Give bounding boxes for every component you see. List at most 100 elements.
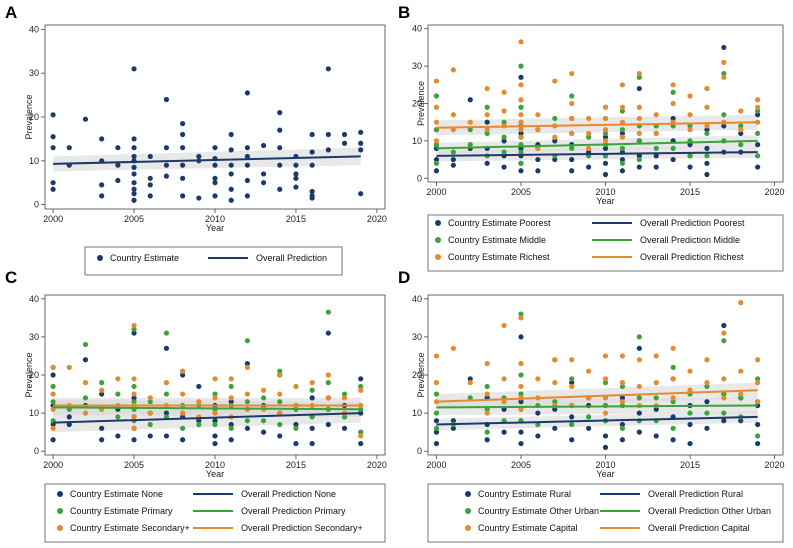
data-point — [552, 357, 558, 363]
data-point — [309, 188, 315, 195]
legend-marker-dot — [435, 220, 441, 226]
x-tick-label: 2005 — [511, 187, 531, 197]
y-tick-label: 20 — [29, 112, 39, 122]
data-point — [433, 160, 440, 166]
data-point — [687, 368, 693, 374]
legend-label: Country Estimate — [110, 253, 179, 263]
data-point — [450, 156, 456, 163]
data-point — [738, 368, 744, 374]
data-point — [738, 395, 744, 401]
data-point — [687, 112, 693, 118]
data-point — [99, 380, 105, 386]
data-point — [653, 380, 659, 386]
y-tick-label: 0 — [34, 446, 39, 456]
data-point — [501, 429, 507, 435]
legend-label: Overall Prediction Other Urban — [648, 506, 771, 516]
legend-marker-dot — [57, 508, 63, 514]
data-point — [569, 156, 575, 163]
data-point — [196, 399, 202, 405]
data-point — [212, 418, 218, 424]
data-point — [602, 134, 609, 140]
data-point — [180, 131, 186, 138]
data-point — [653, 406, 659, 412]
data-point — [309, 195, 315, 201]
data-point — [518, 372, 524, 378]
y-tick-label: 30 — [29, 332, 39, 342]
data-point — [585, 134, 592, 140]
data-point — [277, 410, 283, 416]
prediction-line — [53, 155, 361, 165]
data-point — [82, 357, 89, 363]
legend: Country Estimate Poorest Overall Predicti… — [427, 214, 784, 272]
data-point — [131, 145, 137, 151]
data-point — [704, 153, 710, 159]
data-point — [66, 421, 72, 428]
data-point — [569, 100, 575, 107]
y-axis-label: Prevalence — [24, 352, 34, 397]
data-point — [341, 425, 348, 431]
data-point — [244, 360, 250, 367]
data-point — [131, 383, 137, 390]
legend-label: Overall Prediction None — [241, 489, 336, 499]
data-point — [636, 156, 642, 163]
data-point — [196, 421, 202, 428]
data-point — [738, 123, 744, 129]
data-point — [293, 425, 299, 431]
data-point — [704, 85, 710, 92]
data-point — [433, 380, 440, 386]
data-point — [619, 130, 626, 137]
data-point — [244, 177, 250, 184]
data-point — [602, 115, 609, 122]
data-point — [484, 112, 490, 118]
data-point — [738, 391, 744, 397]
prediction-line — [436, 151, 758, 157]
data-point — [602, 160, 609, 166]
data-point — [569, 115, 575, 122]
x-tick-label: 2010 — [205, 460, 225, 470]
data-point — [585, 115, 592, 122]
data-point — [518, 383, 524, 390]
data-point — [277, 421, 283, 428]
data-point — [484, 429, 490, 435]
data-point — [619, 380, 626, 386]
data-point — [670, 145, 676, 151]
data-point — [228, 437, 234, 443]
data-point — [293, 162, 299, 168]
data-point — [636, 334, 642, 340]
data-point — [260, 180, 267, 186]
x-tick-label: 2020 — [765, 187, 785, 197]
data-point — [484, 85, 490, 92]
data-point — [244, 193, 250, 199]
prediction-line — [436, 389, 758, 403]
data-point — [212, 410, 218, 416]
data-point — [309, 380, 315, 386]
data-point — [309, 131, 315, 138]
data-point — [82, 395, 89, 401]
data-point — [602, 171, 609, 178]
data-point — [569, 437, 575, 443]
data-point — [619, 104, 626, 110]
data-point — [670, 437, 676, 443]
prediction-line — [53, 412, 361, 424]
data-point — [50, 399, 56, 405]
data-point — [518, 315, 524, 321]
x-tick-label: 2015 — [680, 460, 700, 470]
x-tick-label: 2000 — [43, 214, 63, 224]
data-point — [131, 197, 137, 203]
data-point — [518, 360, 524, 367]
data-point — [115, 145, 121, 151]
data-point — [212, 395, 218, 401]
data-point — [196, 153, 202, 160]
panel-d: D 0 10 20 30 40 2000 2005 2010 2015 2020 Prevalence… — [398, 268, 785, 543]
prediction-line — [436, 415, 758, 426]
data-point — [212, 440, 218, 447]
data-point — [653, 130, 659, 137]
x-tick-label: 2020 — [367, 460, 387, 470]
data-point — [131, 186, 137, 192]
data-point — [277, 372, 283, 378]
data-point — [260, 429, 267, 435]
data-point — [341, 391, 348, 397]
data-point — [484, 127, 490, 133]
data-point — [653, 112, 659, 118]
data-point — [467, 127, 473, 133]
